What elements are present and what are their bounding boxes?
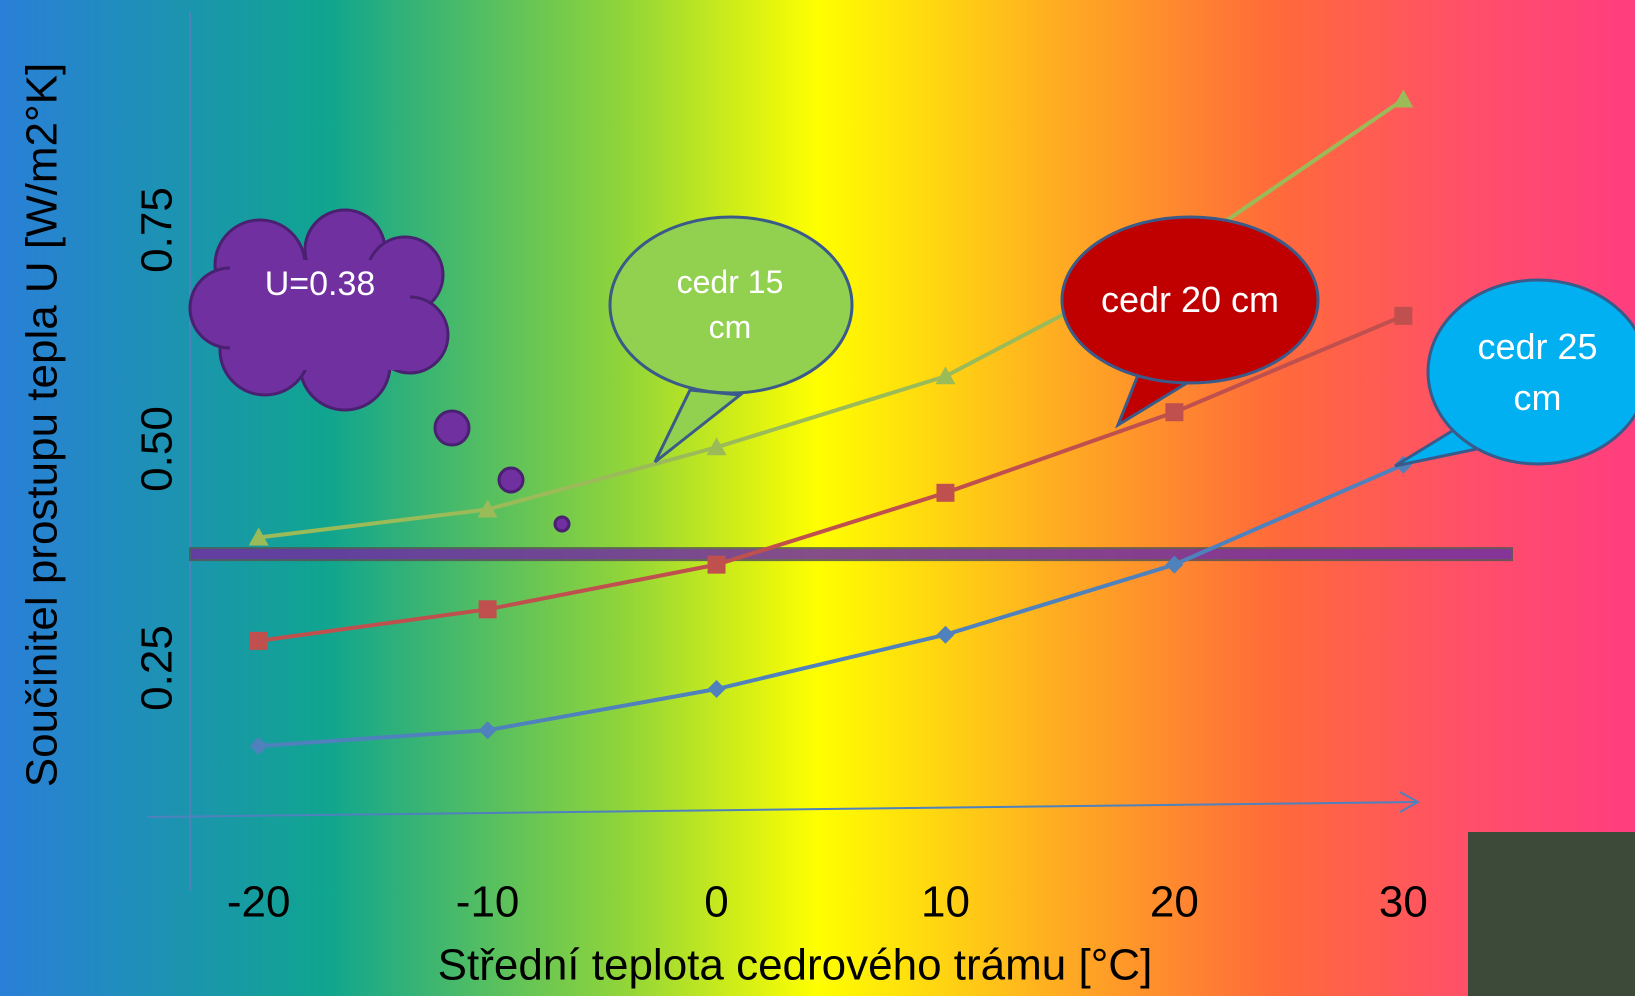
x-tick-label: 20 xyxy=(1150,878,1199,927)
x-tick-label: 10 xyxy=(921,878,970,927)
marker xyxy=(1165,555,1184,574)
x-tick-label: 0 xyxy=(704,878,728,927)
y-tick-label: 0.25 xyxy=(133,625,182,711)
x-tick-label: 30 xyxy=(1379,878,1428,927)
x-axis xyxy=(146,801,1419,818)
reference-label: U=0.38 xyxy=(264,265,376,304)
marker xyxy=(478,600,497,619)
marker xyxy=(707,680,726,699)
photo xyxy=(1468,832,1635,996)
marker xyxy=(249,736,268,755)
marker xyxy=(1394,306,1413,325)
marker xyxy=(1393,89,1414,108)
marker xyxy=(1165,403,1184,422)
y-tick-label: 0.75 xyxy=(133,187,182,273)
y-axis-title: Součinitel prostupu tepla U [W/m2°K] xyxy=(18,63,67,787)
bubble xyxy=(1426,278,1635,466)
series-line xyxy=(258,314,1405,643)
series-line xyxy=(258,462,1405,748)
y-tick-label: 0.50 xyxy=(133,406,182,492)
legend-label: cedr 25 cm xyxy=(1477,326,1598,418)
marker xyxy=(248,527,269,546)
marker xyxy=(707,555,726,574)
cloud xyxy=(188,208,571,533)
marker xyxy=(478,721,497,740)
marker xyxy=(249,631,268,650)
bubble xyxy=(608,215,854,395)
marker xyxy=(935,366,956,385)
x-tick-label: -10 xyxy=(456,878,520,927)
reference-line xyxy=(189,547,1513,562)
callouts: U=0.38 cedr 15 cm cedr 20 cm cedr 25 cm xyxy=(188,208,1635,533)
marker xyxy=(936,625,955,644)
marker xyxy=(706,437,727,456)
x-tick-label: -20 xyxy=(227,878,291,927)
x-axis-arrow xyxy=(1399,791,1421,813)
marker xyxy=(477,499,498,518)
marker xyxy=(936,483,955,502)
x-axis-title: Střední teplota cedrového trámu [°C] xyxy=(438,941,1153,990)
bubble xyxy=(1060,215,1320,385)
legend-label: cedr 20 cm xyxy=(1100,278,1280,320)
legend-label: cedr 15 cm xyxy=(676,264,784,345)
